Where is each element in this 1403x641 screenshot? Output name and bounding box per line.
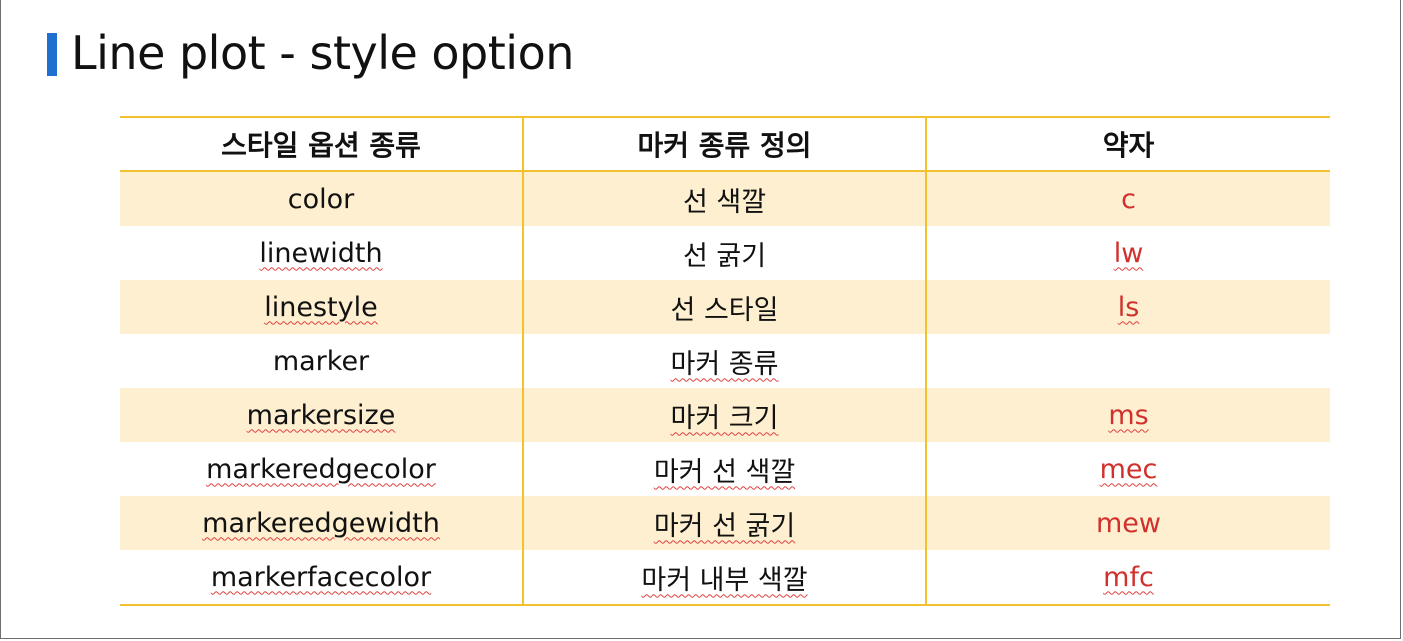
option-definition: 마커 크기 (522, 388, 926, 442)
option-name: markersize (120, 388, 523, 442)
option-abbreviation-text: mec (1099, 453, 1158, 485)
table-row: markersize 마커 크기 ms (120, 388, 1330, 442)
option-name: linewidth (120, 226, 523, 280)
table-row: markerfacecolor 마커 내부 색깔 mfc (120, 550, 1330, 605)
option-name: markeredgecolor (120, 442, 523, 496)
option-abbreviation: c (925, 171, 1330, 226)
option-definition: 마커 선 색깔 (522, 442, 926, 496)
option-definition: 마커 선 굵기 (522, 496, 926, 550)
option-abbreviation-text: c (1121, 183, 1136, 215)
option-abbreviation: ls (925, 280, 1330, 334)
option-name: marker (120, 334, 523, 388)
option-abbreviation: mfc (925, 550, 1330, 605)
option-definition-text: 마커 종류 (670, 348, 779, 380)
option-definition: 마커 종류 (522, 334, 926, 388)
option-definition: 선 스타일 (522, 280, 926, 334)
option-definition: 마커 내부 색깔 (522, 550, 926, 605)
slide-title: Line plot - style option (71, 26, 574, 80)
header-definition: 마커 종류 정의 (522, 117, 926, 171)
option-name: markerfacecolor (120, 550, 523, 605)
option-name: markeredgewidth (120, 496, 523, 550)
option-name-text: linewidth (259, 237, 383, 269)
option-definition-text: 마커 선 굵기 (653, 510, 796, 542)
header-option-type: 스타일 옵션 종류 (221, 129, 421, 162)
option-name-text: linestyle (264, 291, 378, 323)
option-abbreviation: mew (925, 496, 1330, 550)
option-abbreviation: lw (925, 226, 1330, 280)
option-name-text: markeredgewidth (202, 507, 440, 539)
table-header-row: 스타일 옵션 종류 마커 종류 정의 약자 (120, 117, 1330, 171)
table-row: linewidth 선 굵기 lw (120, 226, 1330, 280)
option-abbreviation-text: mew (1096, 507, 1161, 539)
option-name-text: markeredgecolor (206, 453, 436, 485)
table-row: color 선 색깔 c (120, 171, 1330, 226)
table-row: markeredgewidth 마커 선 굵기 mew (120, 496, 1330, 550)
option-abbreviation: mec (925, 442, 1330, 496)
option-name: color (120, 171, 523, 226)
option-name-text: markerfacecolor (210, 561, 432, 593)
table-row: markeredgecolor 마커 선 색깔 mec (120, 442, 1330, 496)
option-abbreviation (925, 334, 1330, 388)
option-abbreviation-text: mfc (1103, 561, 1154, 593)
option-definition-text: 선 굵기 (682, 240, 767, 272)
header-abbreviation: 약자 (925, 117, 1330, 171)
option-abbreviation-text: ms (1108, 399, 1149, 431)
table-row: linestyle 선 스타일 ls (120, 280, 1330, 334)
option-name: linestyle (120, 280, 523, 334)
option-definition-text: 선 스타일 (670, 294, 779, 326)
option-definition-text: 마커 내부 색깔 (641, 564, 808, 596)
option-abbreviation-text: ls (1117, 291, 1140, 323)
table-row: marker 마커 종류 (120, 334, 1330, 388)
option-definition: 선 굵기 (522, 226, 926, 280)
option-definition-text: 선 색깔 (682, 186, 767, 218)
option-definition-text: 마커 크기 (670, 402, 779, 434)
option-definition: 선 색깔 (522, 171, 926, 226)
option-name-text: color (287, 183, 355, 215)
option-abbreviation: ms (925, 388, 1330, 442)
option-definition-text: 마커 선 색깔 (653, 456, 796, 488)
option-name-text: marker (272, 345, 370, 377)
option-name-text: markersize (246, 399, 396, 431)
option-abbreviation-text: lw (1113, 237, 1144, 269)
style-option-table: 스타일 옵션 종류 마커 종류 정의 약자 color 선 색깔 c linew… (120, 116, 1330, 606)
title-accent-bar (47, 33, 57, 76)
